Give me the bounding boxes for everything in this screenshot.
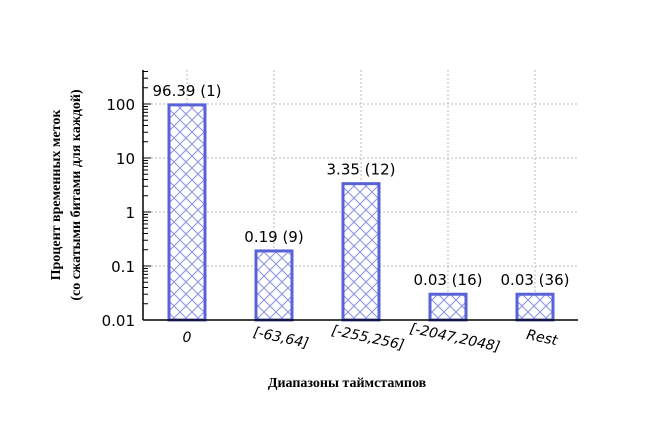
bar: [254, 249, 294, 322]
y-tick-label: 10: [116, 150, 135, 168]
x-axis: 0 [-63,64] [-255,256] [-2047,2048] Rest: [143, 319, 578, 356]
x-axis-title: Диапазоны таймстампов: [268, 376, 427, 391]
y-tick-label: 1: [125, 204, 135, 222]
y-tick-label: 0.01: [102, 312, 135, 330]
x-tick-label: [-2047,2048]: [408, 321, 501, 356]
bar-value-label: 96.39 (1): [153, 82, 222, 100]
y-axis-subtitle: (со сжатыми битами для каждой): [69, 89, 84, 301]
bar-value-label: 0.19 (9): [244, 228, 303, 246]
axis-titles: Процент временных меток (со сжатыми бита…: [49, 89, 427, 391]
x-tick-label: [-255,256]: [330, 323, 406, 354]
bars: 96.39 (1) 0.19 (9) 3.35 (12) 0.03 (16) 0.03 …: [153, 82, 570, 322]
y-axis: 0.01 0.1 1 10 100: [102, 70, 151, 330]
bar: [428, 292, 468, 322]
x-tick-label: [-63,64]: [252, 324, 310, 351]
bar: [167, 103, 207, 322]
x-tick-label: Rest: [525, 327, 559, 349]
y-tick-label: 100: [106, 96, 135, 114]
y-tick-label: 0.1: [111, 258, 135, 276]
bar-value-label: 3.35 (12): [327, 161, 396, 179]
bar-value-label: 0.03 (16): [414, 271, 483, 289]
bar: [341, 182, 381, 322]
bar: [515, 292, 555, 322]
x-tick-label: 0: [183, 330, 192, 346]
bar-value-label: 0.03 (36): [501, 271, 570, 289]
y-axis-title: Процент временных меток: [49, 109, 64, 281]
